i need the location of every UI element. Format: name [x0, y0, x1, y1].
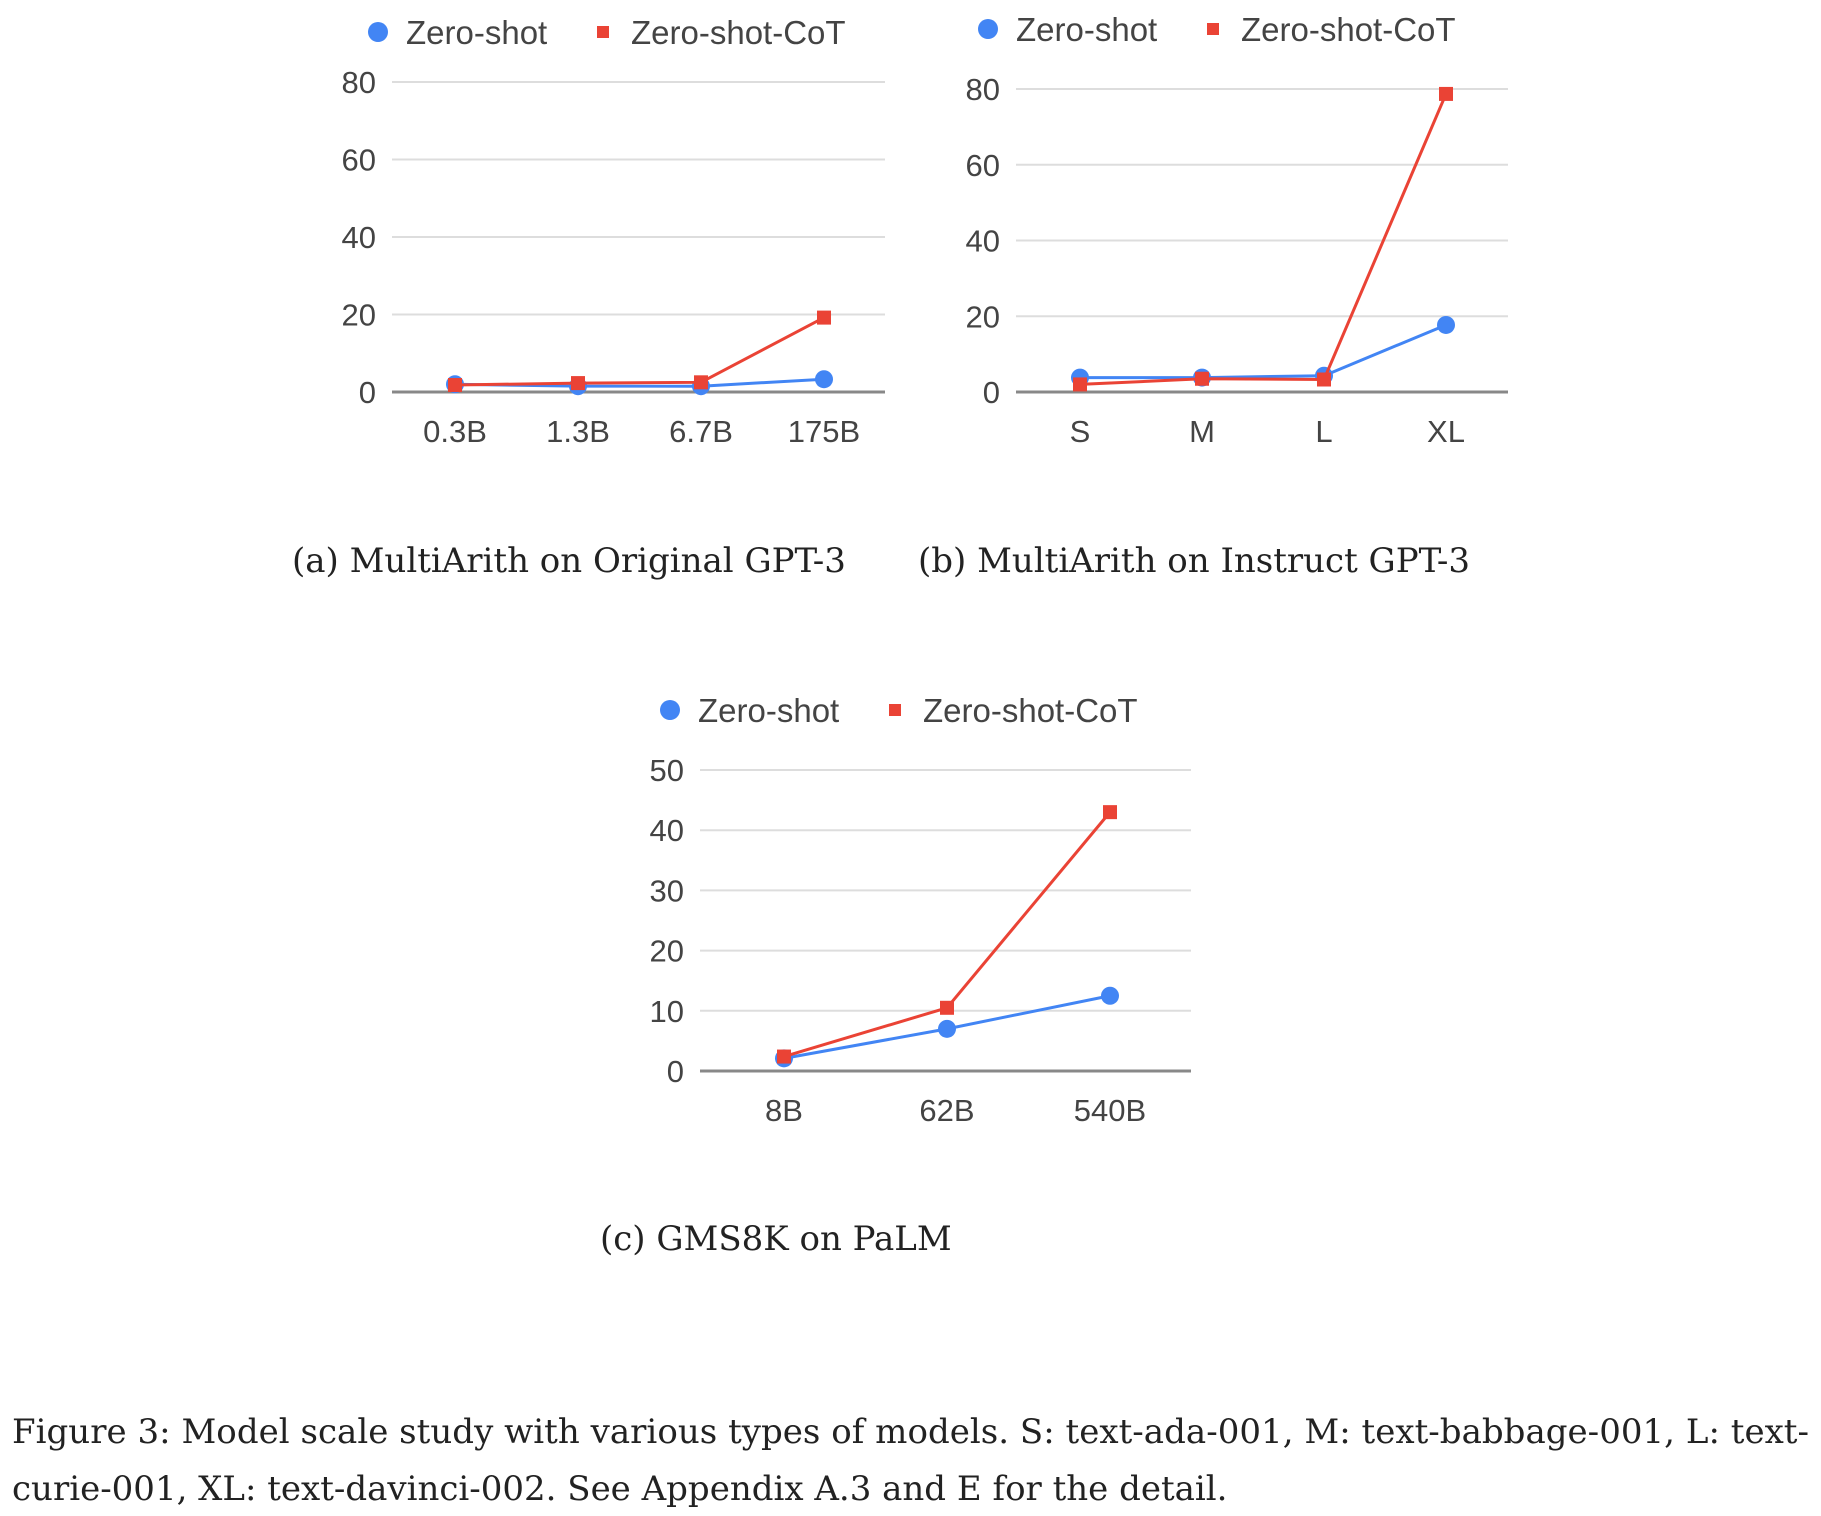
- point-zero-shot-cot: [817, 310, 831, 325]
- y-tick-label: 40: [966, 224, 1000, 259]
- x-tick-label: 1.3B: [546, 414, 610, 449]
- point-zero-shot-cot: [448, 378, 462, 393]
- point-zero-shot: [815, 370, 833, 389]
- y-tick-label: 80: [966, 72, 1000, 107]
- chart-c-gsm8k-palm: 0 10 20 30 40 50 8B 62B 540B Zero-shot Zero-shot-C…: [600, 692, 1191, 1259]
- point-zero-shot: [1101, 986, 1119, 1005]
- legend-label: Zero-shot-CoT: [631, 14, 846, 51]
- legend: Zero-shot Zero-shot-CoT: [978, 11, 1456, 48]
- chart-b-multiarith-instruct-gpt3: 0 20 40 60 80 S M L XL Zero-shot Zero-shot-CoT (b) …: [918, 11, 1508, 581]
- legend-marker-zero-shot-cot: [597, 26, 609, 38]
- y-tick-label: 60: [966, 148, 1000, 183]
- chart-caption: (a) MultiArith on Original GPT-3: [292, 541, 846, 581]
- legend-label: Zero-shot: [406, 14, 547, 51]
- series-line-zero-shot-cot: [1079, 93, 1448, 386]
- y-tick-label: 50: [650, 753, 684, 788]
- x-tick-label: 8B: [765, 1093, 803, 1128]
- chart-caption: (c) GMS8K on PaLM: [600, 1219, 952, 1259]
- legend: Zero-shot Zero-shot-CoT: [660, 692, 1138, 729]
- legend-label: Zero-shot-CoT: [923, 692, 1138, 729]
- legend-marker-zero-shot: [660, 700, 680, 720]
- x-tick-label: S: [1070, 414, 1091, 449]
- point-zero-shot-cot: [1195, 371, 1209, 386]
- series-line-zero-shot-cot: [454, 316, 825, 387]
- legend-marker-zero-shot-cot: [1207, 23, 1219, 35]
- y-tick-label: 20: [966, 299, 1000, 334]
- x-tick-label: XL: [1427, 414, 1465, 449]
- x-tick-label: 175B: [788, 414, 860, 449]
- point-zero-shot-cot: [1103, 805, 1117, 820]
- y-tick-label: 0: [667, 1054, 684, 1089]
- y-tick-label: 0: [359, 375, 376, 410]
- y-tick-label: 20: [650, 934, 684, 969]
- y-tick-label: 40: [650, 813, 684, 848]
- y-tick-label: 10: [650, 994, 684, 1029]
- x-tick-label: 540B: [1074, 1093, 1146, 1128]
- x-tick-label: 62B: [919, 1093, 974, 1128]
- y-tick-label: 60: [342, 143, 376, 178]
- point-zero-shot-cot: [1439, 86, 1453, 101]
- point-zero-shot-cot: [777, 1049, 791, 1064]
- y-tick-label: 30: [650, 873, 684, 908]
- legend-marker-zero-shot: [368, 22, 388, 42]
- point-zero-shot: [1437, 315, 1455, 334]
- y-tick-label: 40: [342, 220, 376, 255]
- point-zero-shot-cot: [571, 376, 585, 391]
- point-zero-shot-cot: [940, 1000, 954, 1015]
- y-tick-label: 0: [983, 375, 1000, 410]
- legend-label: Zero-shot: [698, 692, 839, 729]
- x-tick-label: 0.3B: [423, 414, 487, 449]
- point-zero-shot: [938, 1019, 956, 1038]
- legend-marker-zero-shot-cot: [889, 704, 901, 716]
- point-zero-shot-cot: [1073, 377, 1087, 392]
- point-zero-shot-cot: [1317, 372, 1331, 387]
- legend: Zero-shot Zero-shot-CoT: [368, 14, 846, 51]
- point-zero-shot-cot: [694, 375, 708, 390]
- legend-marker-zero-shot: [978, 19, 998, 39]
- legend-label: Zero-shot-CoT: [1241, 11, 1456, 48]
- legend-label: Zero-shot: [1016, 11, 1157, 48]
- figure-caption-line-2: curie-001, XL: text-davinci-002. See App…: [12, 1469, 1227, 1509]
- x-tick-label: 6.7B: [669, 414, 733, 449]
- x-tick-label: L: [1315, 414, 1332, 449]
- y-tick-label: 80: [342, 65, 376, 100]
- x-tick-label: M: [1189, 414, 1215, 449]
- y-tick-label: 20: [342, 298, 376, 333]
- series-line-zero-shot: [1080, 323, 1447, 380]
- chart-caption: (b) MultiArith on Instruct GPT-3: [918, 541, 1470, 581]
- figure-caption-line-1: Figure 3: Model scale study with various…: [12, 1412, 1809, 1452]
